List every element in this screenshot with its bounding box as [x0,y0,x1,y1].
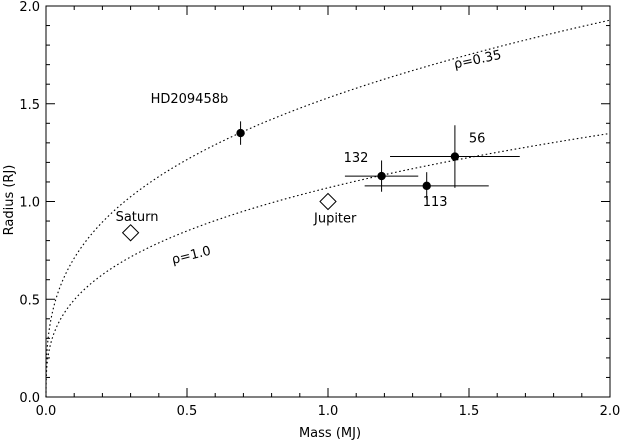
data-points [121,121,520,242]
point-label: 132 [344,151,369,166]
density-curve-1 [45,132,611,398]
x-tick-label: 0.0 [36,404,57,419]
x-axis-label: Mass (MJ) [299,426,361,441]
x-tick-label: 2.0 [600,404,621,419]
data-point [422,181,431,191]
axes: 0.0 0.5 1.0 1.5 2.0 0.0 0.5 1.0 1.5 2.0 [19,0,620,419]
y-tick-label: 0.5 [19,293,40,308]
point-label: 56 [469,132,486,147]
y-tick-label: 2.0 [19,0,40,15]
y-tick-label: 1.0 [19,196,40,211]
data-point [377,171,386,181]
x-tick-label: 0.5 [177,404,198,419]
y-tick-label: 1.5 [19,98,40,113]
density-curve-label: ρ=0.35 [453,48,503,73]
x-tick-label: 1.5 [459,404,480,419]
point-label: HD209458b [151,92,229,107]
point-label: Saturn [116,210,159,225]
annotations: ρ=0.35 ρ=1.0 HD209458b 132 113 56 Saturn Jupite… [116,48,503,268]
planet-marker [319,192,337,211]
y-axis-label: Radius (RJ) [2,165,17,236]
density-curve-label: ρ=1.0 [170,244,212,268]
point-label: 113 [423,195,448,210]
planet-marker [121,224,140,242]
data-point [450,152,460,161]
density-curves [45,19,611,398]
data-point [236,128,245,138]
density-curve-0 [45,19,611,398]
y-tick-label: 0.0 [19,391,40,406]
x-tick-label: 1.0 [318,404,339,419]
point-label: Jupiter [313,212,357,227]
